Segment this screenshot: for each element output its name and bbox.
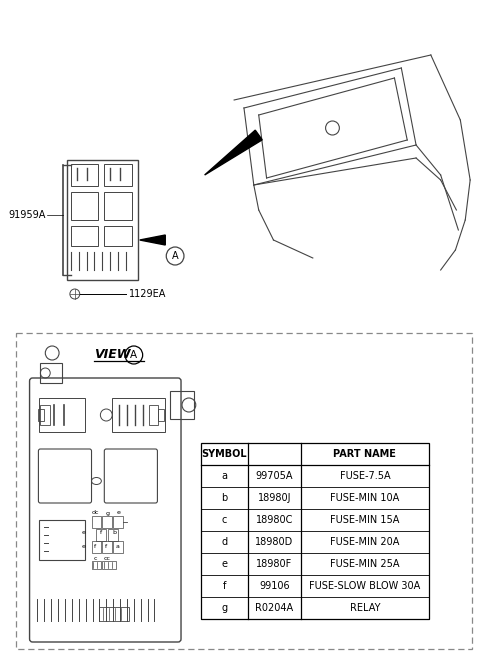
Bar xyxy=(40,405,50,425)
Text: FUSE-MIN 20A: FUSE-MIN 20A xyxy=(330,537,400,547)
Bar xyxy=(104,164,132,186)
Text: VIEW: VIEW xyxy=(95,348,131,361)
Text: 18980C: 18980C xyxy=(256,515,293,525)
Bar xyxy=(40,363,62,383)
Bar xyxy=(113,541,123,553)
Bar xyxy=(71,226,98,246)
Text: e: e xyxy=(82,531,85,535)
Bar xyxy=(149,405,158,425)
Text: 18980F: 18980F xyxy=(256,559,293,569)
Text: 18980D: 18980D xyxy=(255,537,294,547)
Text: RELAY: RELAY xyxy=(350,603,380,613)
Text: FUSE-7.5A: FUSE-7.5A xyxy=(340,471,390,481)
Text: dc: dc xyxy=(92,510,99,516)
Text: e: e xyxy=(82,544,85,550)
Text: 1129EA: 1129EA xyxy=(129,289,166,299)
Bar xyxy=(158,409,164,421)
Text: FUSE-SLOW BLOW 30A: FUSE-SLOW BLOW 30A xyxy=(309,581,420,591)
Bar xyxy=(201,443,429,619)
Bar xyxy=(96,529,106,541)
Text: 99705A: 99705A xyxy=(256,471,293,481)
Text: FUSE-MIN 15A: FUSE-MIN 15A xyxy=(330,515,400,525)
Text: c: c xyxy=(94,556,97,560)
Text: f: f xyxy=(105,544,108,548)
Bar xyxy=(71,192,98,220)
Text: FUSE-MIN 10A: FUSE-MIN 10A xyxy=(330,493,399,503)
Polygon shape xyxy=(204,130,262,175)
Text: SYMBOL: SYMBOL xyxy=(202,449,247,459)
Bar xyxy=(102,516,112,528)
Text: e: e xyxy=(116,510,120,516)
Text: c: c xyxy=(222,515,227,525)
Text: f: f xyxy=(223,581,226,591)
Text: cc: cc xyxy=(104,556,111,560)
Text: PART NAME: PART NAME xyxy=(334,449,396,459)
Text: f: f xyxy=(100,531,102,535)
Text: g: g xyxy=(221,603,228,613)
Text: a: a xyxy=(115,544,119,548)
Bar xyxy=(16,333,472,649)
Text: 18980J: 18980J xyxy=(258,493,291,503)
Text: 99106: 99106 xyxy=(259,581,290,591)
Text: f: f xyxy=(95,544,96,548)
Bar xyxy=(104,226,132,246)
Text: g: g xyxy=(105,510,109,516)
Bar xyxy=(92,561,101,569)
Bar xyxy=(104,192,132,220)
Bar xyxy=(92,541,101,553)
Bar xyxy=(99,607,129,621)
Bar xyxy=(67,160,138,280)
Bar xyxy=(71,164,98,186)
Bar xyxy=(38,409,44,421)
Text: R0204A: R0204A xyxy=(255,603,293,613)
Text: a: a xyxy=(221,471,228,481)
Text: A: A xyxy=(130,350,137,360)
Text: 91959A: 91959A xyxy=(8,210,45,220)
Text: b: b xyxy=(112,531,116,535)
Bar xyxy=(102,541,112,553)
Bar xyxy=(170,391,194,419)
Text: e: e xyxy=(221,559,228,569)
Bar xyxy=(102,561,116,569)
Text: d: d xyxy=(221,537,228,547)
Polygon shape xyxy=(140,235,165,245)
Text: FUSE-MIN 25A: FUSE-MIN 25A xyxy=(330,559,400,569)
Text: b: b xyxy=(221,493,228,503)
Bar xyxy=(113,516,123,528)
Bar xyxy=(92,516,101,528)
Text: A: A xyxy=(172,251,179,261)
Bar xyxy=(108,529,118,541)
